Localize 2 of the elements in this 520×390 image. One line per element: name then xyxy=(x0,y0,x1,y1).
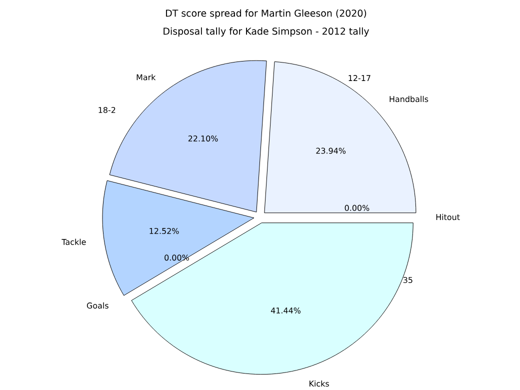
text: DT score spread for Martin Gleeson (2020) xyxy=(166,9,366,19)
chart-title: Disposal tally for Kade Simpson - 2012 tally xyxy=(164,27,370,37)
